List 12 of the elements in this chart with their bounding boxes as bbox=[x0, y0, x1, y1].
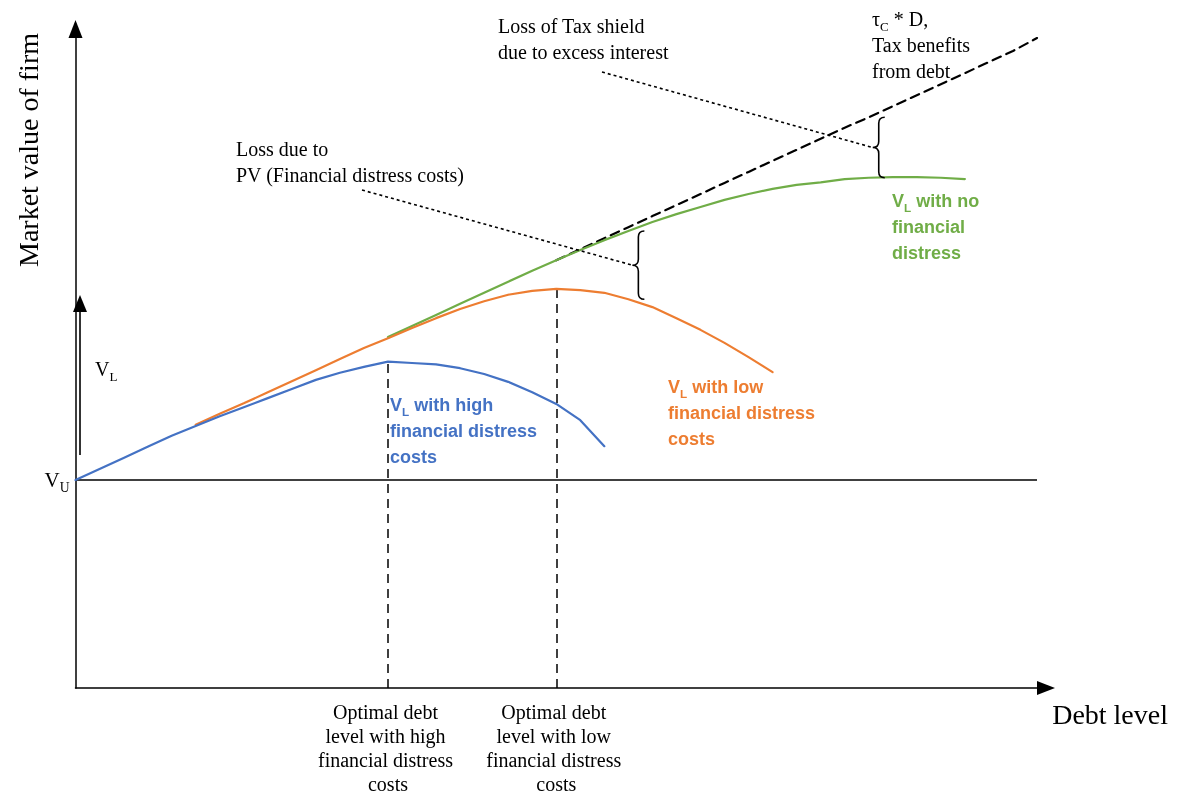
x-axis-title: Debt level bbox=[1052, 698, 1169, 730]
annotation: Loss of Tax shield due to excess interest bbox=[498, 14, 669, 65]
x-tick-label: Optimal debt level with low financial distress costs bbox=[486, 701, 627, 795]
annotation: Loss due to PV (Financial distress costs) bbox=[236, 137, 464, 188]
text: V$_{L}$ with low financial distress costs bbox=[668, 376, 817, 451]
series-label: V$_{L}$ with no financial distress bbox=[892, 190, 981, 265]
annotation: V$_{L}$ bbox=[95, 357, 118, 384]
y-axis-title: Market value of firm bbox=[12, 32, 44, 268]
series-label: τ$_{C}$ * D, Tax benefits from debt bbox=[872, 7, 971, 84]
ref-line-label: V$_{U}$ bbox=[44, 467, 70, 495]
x-tick-label: Optimal debt level with high financial distress costs bbox=[318, 701, 458, 795]
series-label: V$_{L}$ with high financial distress costs bbox=[390, 394, 539, 469]
